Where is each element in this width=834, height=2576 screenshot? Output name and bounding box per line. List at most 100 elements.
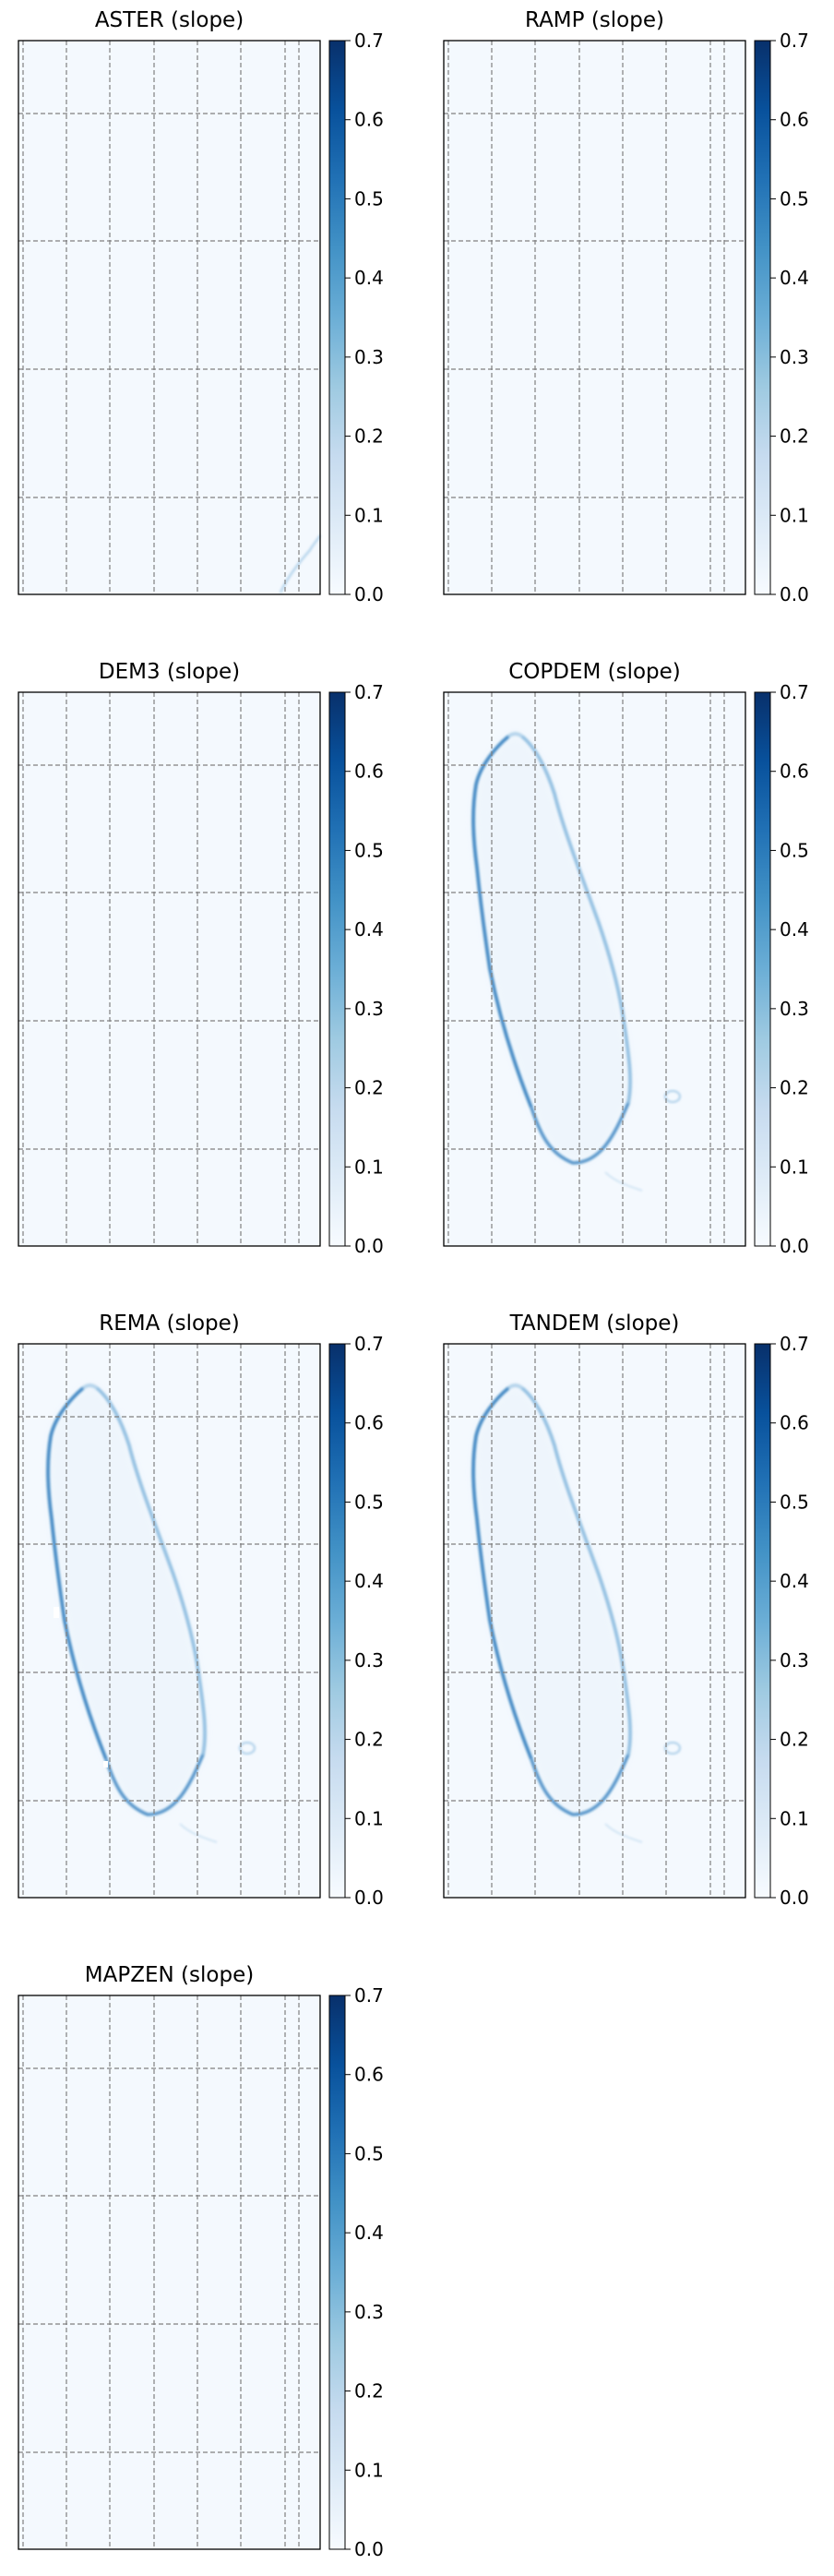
colorbar-tick-label: 0.7: [354, 30, 384, 52]
map-background: [18, 1995, 320, 2549]
colorbar-tick-label: 0.1: [780, 1807, 809, 1829]
colorbar-tick-label: 0.4: [354, 2222, 384, 2244]
slope-field: [471, 732, 681, 1192]
graticule: [444, 41, 745, 594]
slope-field: [46, 1384, 256, 1843]
colorbar-tick-label: 0.6: [354, 2064, 384, 2086]
graticule: [18, 41, 320, 594]
colorbar-scale: [328, 40, 346, 595]
colorbar-tick-label: 0.1: [354, 1807, 384, 1829]
island-south-edge: [530, 1754, 630, 1816]
no-data-gap: [103, 1761, 108, 1767]
colorbar-tick-label: 0.6: [780, 1412, 809, 1434]
colorbar-tick-label: 0.4: [354, 918, 384, 941]
panel-3: DEM3 (slope) 0.0 0.1 0.2 0.3 0.4 0.5 0.6 0.7: [18, 660, 384, 1257]
offshore-feature: [604, 1823, 643, 1843]
panel-7: MAPZEN (slope) 0.0 0.1 0.2 0.3 0.4 0.5 0.6 0.7: [18, 1963, 384, 2560]
colorbar: 0.0 0.1 0.2 0.3 0.4 0.5 0.6 0.7: [754, 681, 809, 1257]
colorbar-tick-label: 0.4: [354, 267, 384, 289]
no-data-gap: [54, 1607, 59, 1618]
colorbar: 0.0 0.1 0.2 0.3 0.4 0.5 0.6 0.7: [754, 1333, 809, 1909]
colorbar-tick-label: 0.3: [354, 998, 384, 1020]
colorbar-tick-label: 0.0: [354, 1887, 384, 1909]
colorbar-scale: [328, 1343, 346, 1899]
small-island: [239, 1742, 256, 1755]
colorbar-tick-label: 0.0: [780, 583, 809, 605]
colorbar-tick-label: 0.5: [780, 839, 809, 861]
map-background: [18, 692, 320, 1246]
island-interior: [473, 1385, 631, 1815]
colorbar-tick-label: 0.0: [780, 1887, 809, 1909]
panel-2: RAMP (slope) 0.0 0.1 0.2 0.3 0.4 0.5 0.6 0.7: [443, 8, 809, 605]
colorbar-tick-label: 0.7: [780, 681, 809, 703]
colorbar-tick-label: 0.5: [354, 1491, 384, 1513]
colorbar-tick-label: 0.4: [780, 1570, 809, 1592]
colorbar-tick-label: 0.5: [780, 187, 809, 210]
colorbar-tick-label: 0.6: [780, 761, 809, 783]
colorbar-tick-label: 0.3: [354, 2301, 384, 2323]
colorbar-tick-label: 0.4: [780, 267, 809, 289]
colorbar-tick-label: 0.3: [780, 998, 809, 1020]
island-east-edge: [521, 1387, 632, 1755]
colorbar-scale: [754, 40, 771, 595]
panel-title: MAPZEN (slope): [85, 1963, 254, 1987]
graticule: [444, 1344, 745, 1898]
island-south-edge: [530, 1102, 630, 1165]
slope-field: [471, 1384, 681, 1843]
small-island: [664, 1742, 681, 1755]
colorbar-tick-label: 0.1: [780, 504, 809, 526]
graticule: [18, 1995, 320, 2549]
colorbar: 0.0 0.1 0.2 0.3 0.4 0.5 0.6 0.7: [328, 1984, 384, 2560]
colorbar-tick-label: 0.6: [780, 109, 809, 131]
colorbar-tick-label: 0.7: [354, 1333, 384, 1355]
colorbar: 0.0 0.1 0.2 0.3 0.4 0.5 0.6 0.7: [328, 1333, 384, 1909]
slope-field: [279, 534, 322, 593]
colorbar-scale: [754, 691, 771, 1247]
corner-feature: [279, 534, 322, 593]
map-background: [18, 41, 320, 594]
colorbar-tick-label: 0.0: [780, 1235, 809, 1257]
colorbar-tick-label: 0.2: [354, 2380, 384, 2402]
map-frame: [18, 691, 321, 1247]
colorbar: 0.0 0.1 0.2 0.3 0.4 0.5 0.6 0.7: [328, 681, 384, 1257]
colorbar-tick-label: 0.2: [354, 1729, 384, 1751]
colorbar-tick-label: 0.7: [354, 681, 384, 703]
map-frame: [18, 1343, 321, 1899]
colorbar-tick-label: 0.1: [354, 2459, 384, 2481]
colorbar-tick-label: 0.1: [354, 504, 384, 526]
map-frame: [18, 40, 321, 595]
colorbar-tick-label: 0.2: [780, 1077, 809, 1099]
panel-title: COPDEM (slope): [508, 660, 681, 684]
small-island: [664, 1090, 681, 1103]
colorbar-tick-label: 0.5: [354, 2142, 384, 2164]
graticule: [444, 692, 745, 1246]
colorbar: 0.0 0.1 0.2 0.3 0.4 0.5 0.6 0.7: [328, 30, 384, 605]
panel-title: REMA (slope): [99, 1312, 240, 1336]
island-south-edge: [104, 1754, 205, 1816]
island-west-edge: [471, 1386, 533, 1760]
map-frame: [18, 1995, 321, 2550]
graticule: [18, 692, 320, 1246]
colorbar-tick-label: 0.3: [780, 1649, 809, 1671]
colorbar-tick-label: 0.0: [354, 1235, 384, 1257]
panel-title: RAMP (slope): [525, 8, 664, 32]
colorbar-tick-label: 0.6: [354, 761, 384, 783]
colorbar-tick-label: 0.1: [354, 1156, 384, 1178]
panel-title: TANDEM (slope): [509, 1312, 680, 1336]
map-frame: [443, 40, 746, 595]
panel-4: COPDEM (slope) 0.0 0.1 0.2 0.3 0.4 0.5 0.6 0.7: [443, 660, 809, 1257]
colorbar-tick-label: 0.3: [780, 346, 809, 368]
colorbar-tick-label: 0.2: [354, 425, 384, 448]
colorbar-scale: [328, 691, 346, 1247]
island-west-edge: [46, 1386, 108, 1760]
colorbar-scale: [328, 1995, 346, 2550]
colorbar-scale: [754, 1343, 771, 1899]
panel-1: ASTER (slope) 0.0 0.1 0.2 0.3 0.4 0.5 0.6 0.7: [18, 8, 384, 605]
colorbar-tick-label: 0.4: [354, 1570, 384, 1592]
panel-6: TANDEM (slope) 0.0 0.1 0.2 0.3 0.4 0.5 0.6 0.7: [443, 1312, 809, 1909]
colorbar-tick-label: 0.2: [354, 1077, 384, 1099]
island-interior: [473, 734, 631, 1163]
panel-5: REMA (slope) 0.0 0.1 0.2 0.3 0.4 0.5 0.6 0.7: [18, 1312, 384, 1909]
colorbar: 0.0 0.1 0.2 0.3 0.4 0.5 0.6 0.7: [754, 30, 809, 605]
